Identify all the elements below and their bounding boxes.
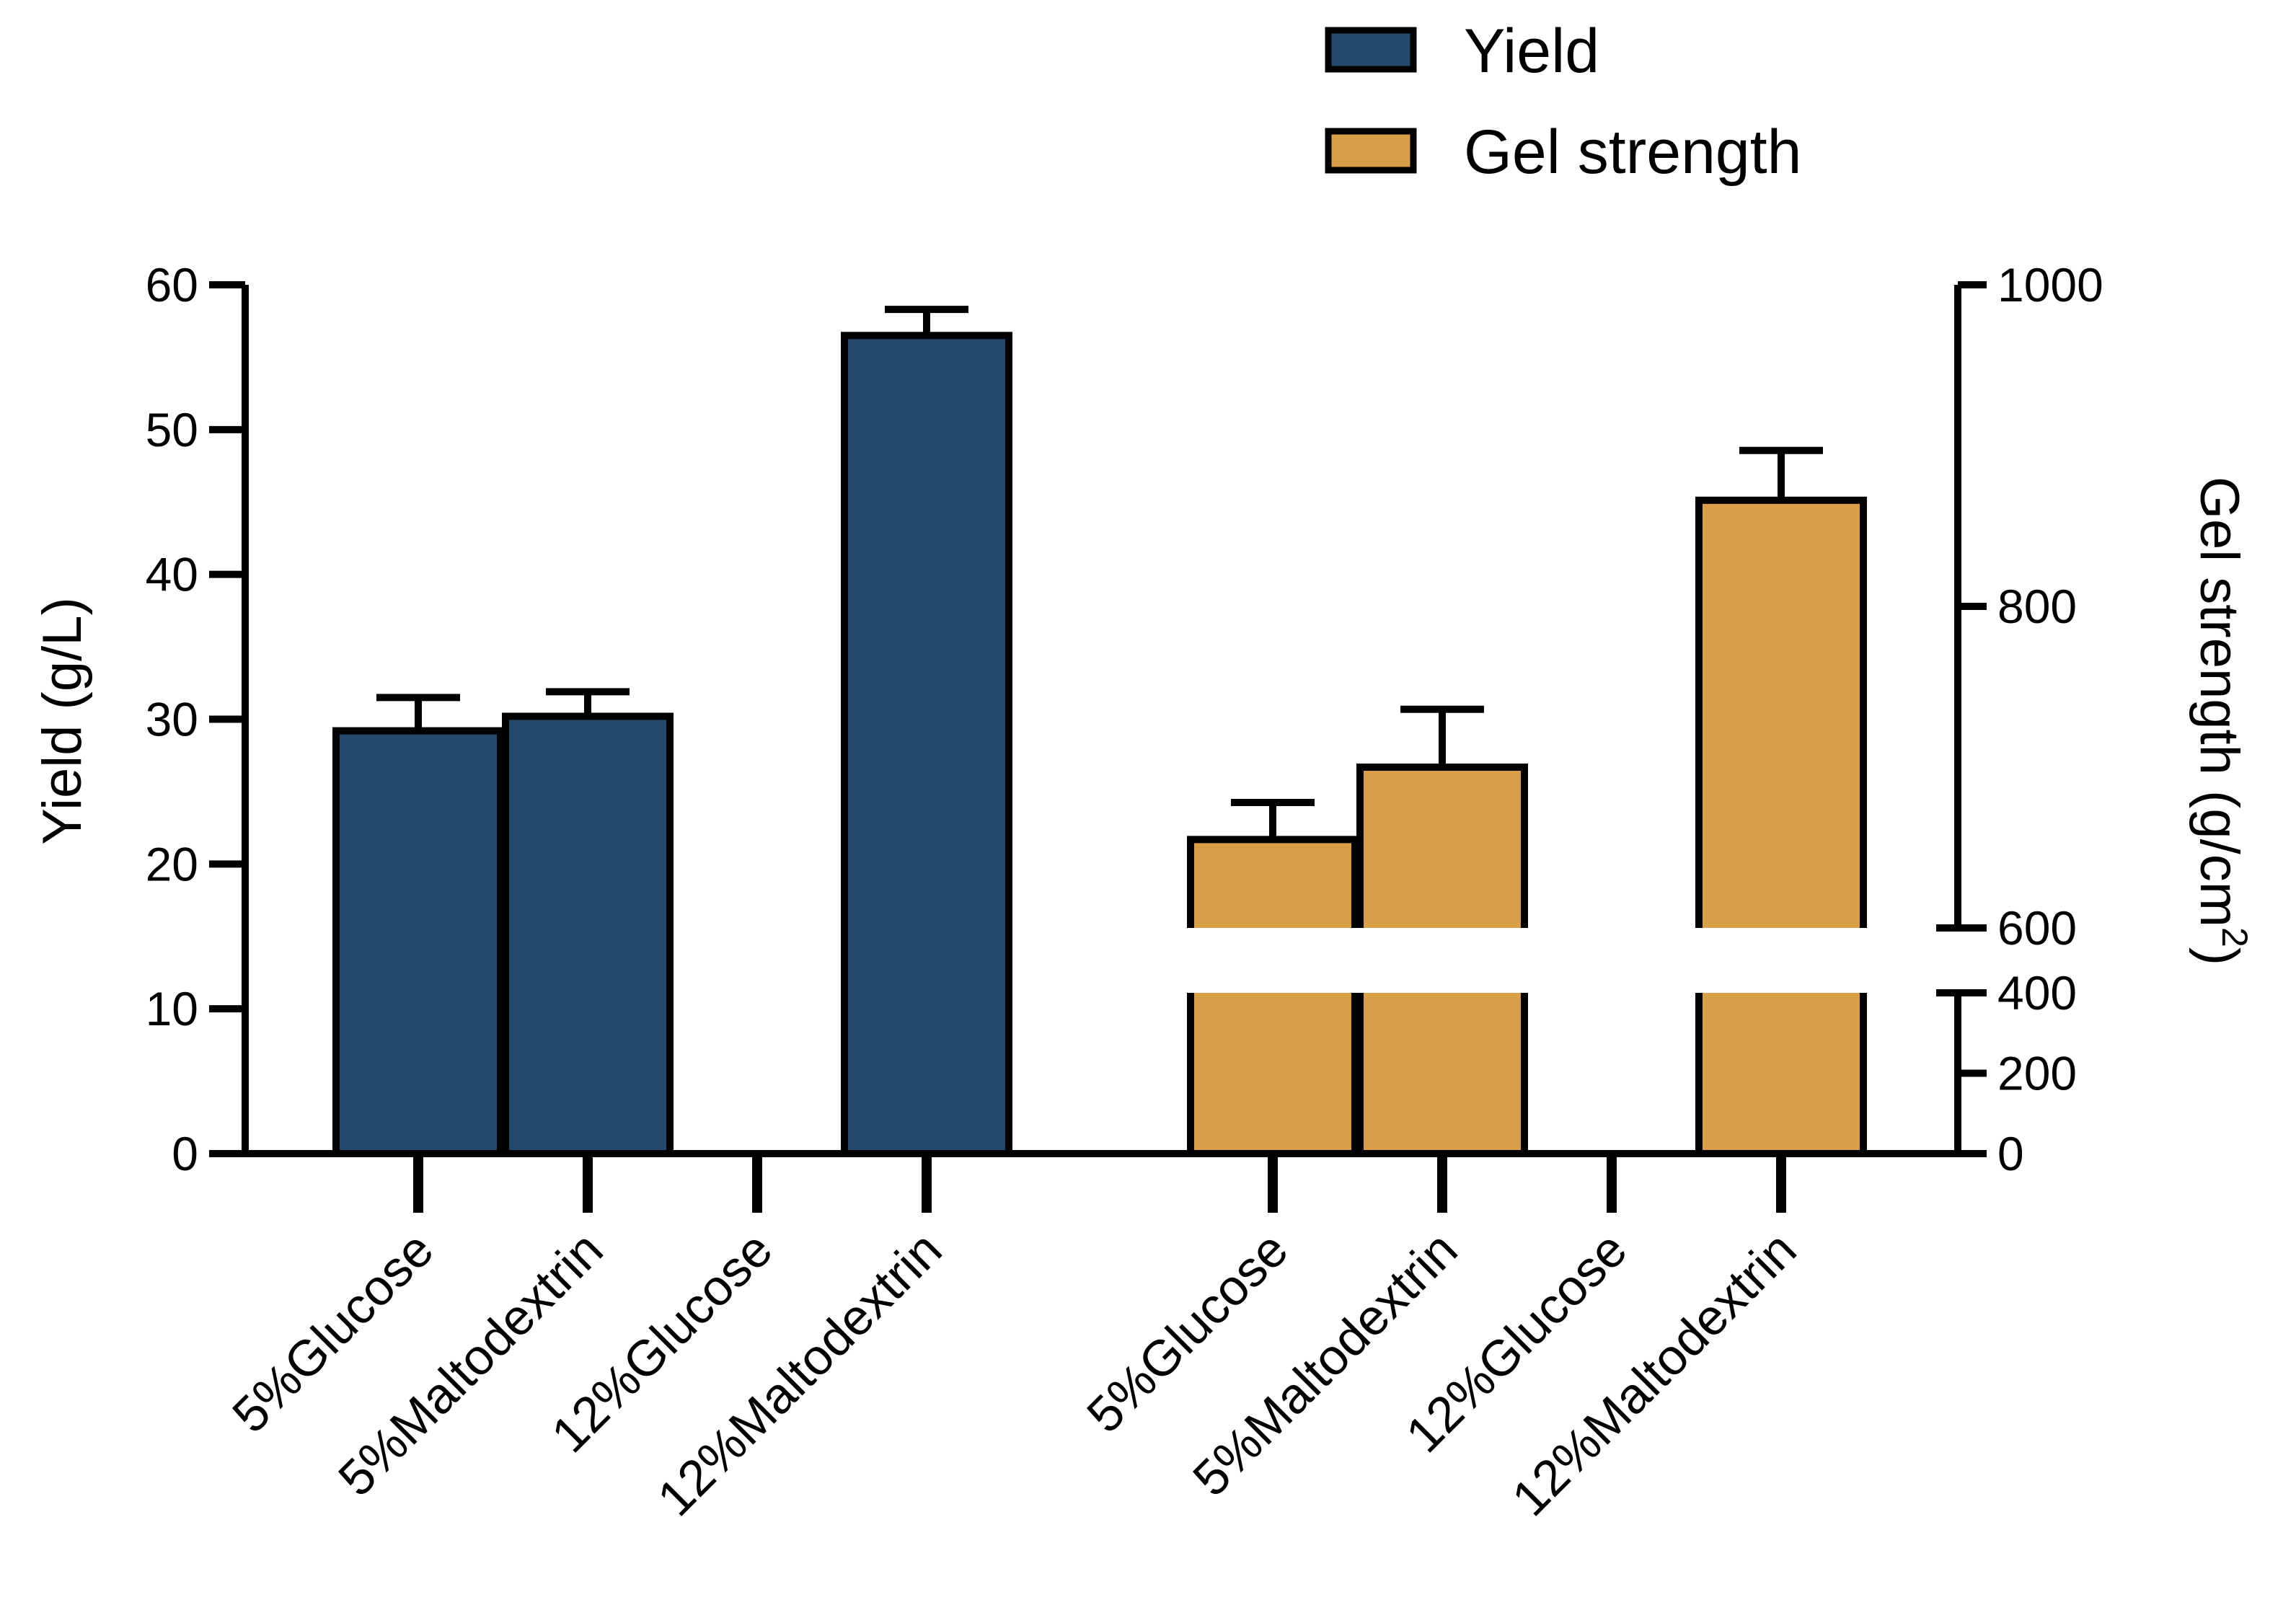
bar-gel-strength-5pct-glucose [1187,836,1359,1157]
bar-axis-break-gap [1182,928,1364,993]
right-axis-title: Gel strength (g/cm2) [2189,477,2255,965]
right-tick-label: 200 [1997,1047,2077,1100]
right-tick-label: 400 [1997,966,2077,1020]
left-tick-label: 10 [146,982,198,1035]
left-tick-label: 50 [146,403,198,456]
right-tick-label: 600 [1997,901,2077,955]
legend: Yield Gel strength [1325,17,1801,187]
legend-swatch-yield [1325,27,1417,73]
left-tick-label: 60 [146,258,198,311]
legend-swatch-gel-strength [1325,128,1417,174]
left-tick-label: 40 [146,548,198,601]
right-tick-label: 800 [1997,580,2077,633]
bar-yield-12pct-maltodextrin [841,332,1012,1158]
bar-gel-strength-12pct-maltodextrin [1695,496,1867,1157]
right-tick-label: 1000 [1997,258,2103,311]
legend-label-gel-strength: Gel strength [1464,118,1801,187]
bar-axis-break-gap [1690,928,1872,993]
right-tick-label: 0 [1997,1127,2024,1180]
plot-area: 0 10 20 30 40 50 60 Yield (g/L) 0 200 400 600 800 100… [32,258,2255,1526]
legend-label-yield: Yield [1464,17,1599,86]
category-label: 12%Maltodextrin [647,1221,953,1526]
bar-yield-5pct-maltodextrin [502,712,674,1157]
left-tick-label: 30 [146,693,198,746]
bar-yield-5pct-glucose [332,727,504,1157]
left-tick-label: 20 [146,837,198,890]
left-tick-label: 0 [172,1127,198,1180]
left-axis-title: Yield (g/L) [32,597,93,845]
bar-axis-break-gap [1351,928,1533,993]
category-label: 12%Maltodextrin [1501,1221,1807,1526]
